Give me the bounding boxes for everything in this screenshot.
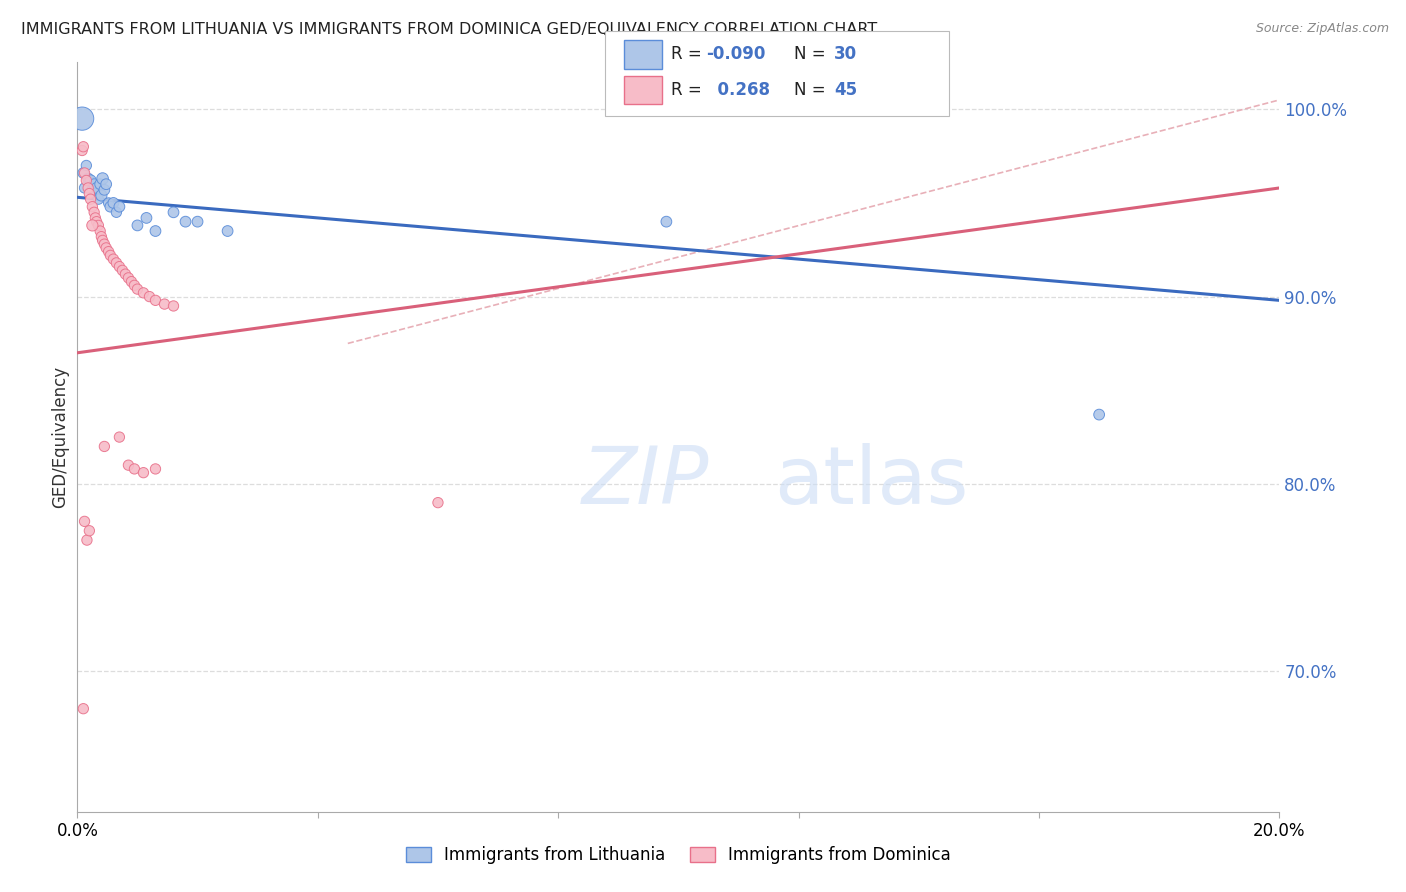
Point: [73, 181, 96, 195]
Text: R =: R =: [671, 45, 707, 63]
Point: [93, 183, 115, 197]
Point: [77, 171, 100, 186]
Point: [124, 462, 146, 476]
Point: [73, 514, 96, 528]
Point: [111, 263, 134, 277]
Point: [89, 224, 111, 238]
Point: [145, 224, 167, 238]
Point: [87, 219, 110, 233]
Point: [97, 244, 120, 259]
Point: [1088, 408, 1111, 422]
Point: [87, 192, 110, 206]
Point: [73, 166, 96, 180]
Point: [105, 256, 128, 270]
Point: [75, 173, 97, 187]
Point: [83, 205, 105, 219]
Point: [96, 177, 118, 191]
Point: [127, 219, 149, 233]
Point: [89, 177, 111, 191]
Point: [100, 248, 122, 262]
Point: [91, 171, 114, 186]
Point: [162, 205, 184, 219]
Point: [217, 224, 239, 238]
Point: [108, 260, 131, 274]
Point: [75, 158, 97, 172]
Point: [93, 237, 115, 252]
Point: [72, 166, 94, 180]
Point: [114, 267, 136, 281]
Point: [153, 297, 176, 311]
Point: [145, 293, 167, 308]
Point: [108, 200, 131, 214]
Point: [132, 285, 155, 300]
Text: R =: R =: [671, 81, 707, 99]
Point: [72, 701, 94, 715]
Point: [82, 219, 104, 233]
Point: [138, 289, 160, 303]
Point: [145, 462, 167, 476]
Point: [186, 214, 209, 228]
Point: [97, 195, 120, 210]
Point: [82, 183, 104, 197]
Point: [427, 495, 450, 509]
Point: [127, 282, 149, 296]
Point: [70, 144, 93, 158]
Text: N =: N =: [794, 45, 831, 63]
Point: [84, 211, 107, 225]
Point: [117, 270, 139, 285]
Point: [135, 211, 157, 225]
Point: [72, 139, 94, 153]
Point: [90, 229, 112, 244]
Point: [96, 241, 118, 255]
Point: [93, 439, 115, 453]
Point: [79, 524, 101, 538]
Point: [174, 214, 197, 228]
Point: [117, 458, 139, 472]
Point: [655, 214, 678, 228]
Point: [90, 188, 112, 202]
Point: [120, 275, 142, 289]
Text: atlas: atlas: [775, 443, 969, 521]
Point: [86, 214, 108, 228]
Point: [103, 195, 125, 210]
Point: [132, 466, 155, 480]
Point: [77, 181, 100, 195]
Point: [105, 205, 128, 219]
Text: -0.090: -0.090: [706, 45, 765, 63]
Point: [162, 299, 184, 313]
Text: N =: N =: [794, 81, 831, 99]
Point: [100, 200, 122, 214]
Point: [124, 278, 146, 293]
Point: [82, 200, 104, 214]
Text: 45: 45: [834, 81, 856, 99]
Point: [83, 177, 105, 191]
Point: [103, 252, 125, 266]
Text: 30: 30: [834, 45, 856, 63]
Point: [76, 533, 98, 547]
Point: [70, 112, 93, 126]
Point: [108, 430, 131, 444]
Point: [79, 186, 101, 201]
Text: ZIP: ZIP: [582, 443, 710, 521]
Text: 0.268: 0.268: [706, 81, 770, 99]
Text: Source: ZipAtlas.com: Source: ZipAtlas.com: [1256, 22, 1389, 36]
Y-axis label: GED/Equivalency: GED/Equivalency: [51, 366, 69, 508]
Point: [79, 192, 101, 206]
Point: [84, 186, 107, 201]
Text: IMMIGRANTS FROM LITHUANIA VS IMMIGRANTS FROM DOMINICA GED/EQUIVALENCY CORRELATIO: IMMIGRANTS FROM LITHUANIA VS IMMIGRANTS …: [21, 22, 877, 37]
Point: [91, 233, 114, 247]
Point: [79, 173, 101, 187]
Legend: Immigrants from Lithuania, Immigrants from Dominica: Immigrants from Lithuania, Immigrants fr…: [399, 839, 957, 871]
Point: [86, 181, 108, 195]
